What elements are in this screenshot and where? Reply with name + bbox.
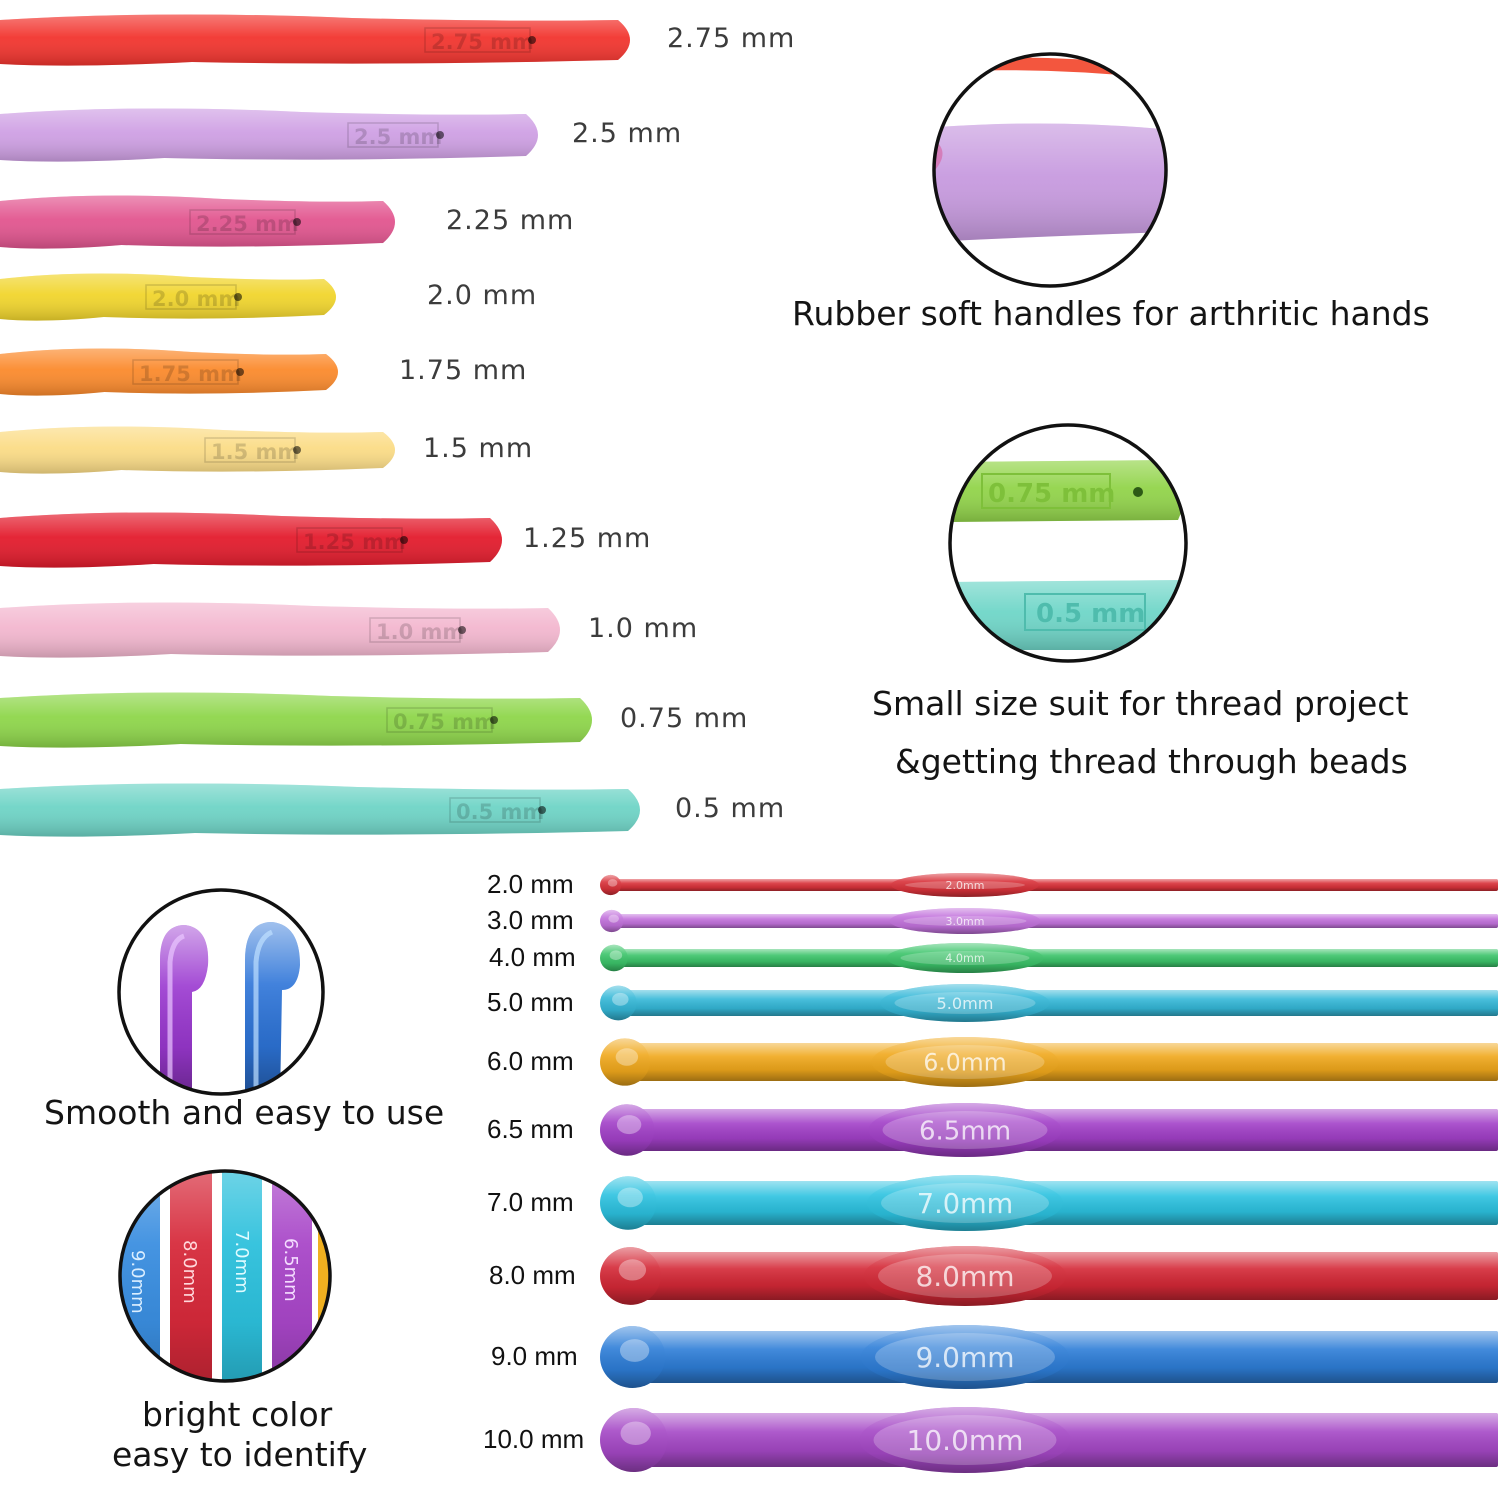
soft-handle-hook: 0.5 mm [0, 783, 640, 837]
handle-engraving: 2.25 mm [196, 212, 299, 236]
aluminum-hook-size-label: 8.0 mm [489, 1260, 576, 1290]
soft-handle-hook: 1.75 mm [0, 348, 338, 396]
hook-engraving: 6.5mm [919, 1116, 1011, 1146]
soft-handle-hook: 1.0 mm [0, 602, 560, 658]
soft-handle-size-label: 0.5 mm [675, 793, 786, 824]
inset-engraving-05: 0.5 mm [1036, 599, 1145, 629]
handle-engraving: 2.5 mm [354, 125, 442, 149]
soft-handle-size-label: 2.0 mm [427, 280, 538, 311]
inset-engraving-65: 6.5mm [280, 1238, 301, 1302]
aluminum-hook-size-label: 3.0 mm [487, 905, 574, 935]
aluminum-hook: 5.0mm [600, 984, 1498, 1022]
aluminum-hook: 4.0mm [600, 943, 1498, 973]
inset-engraving-9: 9.0mm [127, 1250, 148, 1314]
aluminum-hook: 10.0mm [600, 1407, 1498, 1473]
soft-handle-size-label: 2.25 mm [446, 205, 575, 236]
caption-bright-line2: easy to identify [112, 1435, 368, 1474]
soft-handle-size-label: 2.75 mm [667, 23, 796, 54]
aluminum-hook-size-label: 9.0 mm [491, 1341, 578, 1371]
aluminum-hook: 6.0mm [600, 1037, 1498, 1087]
soft-handle-hook: 2.25 mm [0, 195, 395, 249]
soft-handle-hook: 1.25 mm [0, 512, 502, 568]
inset-engraving-075: 0.75 mm [988, 479, 1115, 509]
caption-small-size-line1: Small size suit for thread project [872, 684, 1409, 723]
aluminum-hook: 6.5mm [600, 1103, 1498, 1157]
aluminum-hook: 8.0mm [600, 1246, 1498, 1306]
handle-engraving: 1.0 mm [376, 620, 464, 644]
aluminum-hook: 7.0mm [600, 1175, 1498, 1231]
aluminum-hooks: 2.0mm 3.0mm 4.0mm 5.0mm 6.0mm 6.5mm 7.0mm 8.0mm… [600, 873, 1498, 1473]
caption-small-size-line2: &getting thread through beads [895, 742, 1408, 781]
hook-engraving: 8.0mm [915, 1260, 1014, 1293]
hook-engraving: 7.0mm [917, 1189, 1013, 1220]
inset-engraving-7: 7.0mm [231, 1230, 252, 1294]
soft-handle-hook: 0.75 mm [0, 692, 592, 748]
soft-handle-size-label: 1.0 mm [588, 613, 699, 644]
zoom-inset-small-sizes: 0.75 mm 0.5 mm [948, 423, 1188, 663]
handle-engraving: 2.0 mm [152, 287, 240, 311]
aluminum-hook-size-label: 4.0 mm [489, 942, 576, 972]
caption-smooth: Smooth and easy to use [44, 1093, 445, 1132]
handle-engraving: 1.25 mm [303, 530, 406, 554]
soft-handle-hook: 2.5 mm [0, 108, 538, 162]
aluminum-hook: 9.0mm [600, 1325, 1498, 1389]
hook-engraving: 5.0mm [936, 994, 993, 1013]
soft-handle-size-label: 1.5 mm [423, 433, 534, 464]
aluminum-hook-size-label: 10.0 mm [483, 1424, 585, 1454]
aluminum-hook-size-label: 5.0 mm [487, 987, 574, 1017]
hook-engraving: 10.0mm [907, 1424, 1024, 1457]
zoom-inset-rubber-handle [932, 52, 1168, 288]
zoom-inset-bright-colors: 9.0mm 8.0mm 7.0mm 6.5mm [118, 1169, 332, 1383]
hook-engraving: 3.0mm [946, 915, 985, 928]
soft-handle-hook: 2.75 mm [0, 14, 630, 66]
caption-rubber-handles: Rubber soft handles for arthritic hands [792, 294, 1430, 333]
soft-handle-size-label: 0.75 mm [620, 703, 749, 734]
aluminum-hook: 3.0mm [600, 908, 1498, 934]
aluminum-hook-size-label: 7.0 mm [487, 1187, 574, 1217]
aluminum-hook-size-label: 6.5 mm [487, 1114, 574, 1144]
soft-handle-hooks: 2.75 mm 2.5 mm 2.25 mm 2.0 mm 1.75 mm 1.5 mm 1… [0, 14, 640, 837]
soft-handle-size-label: 2.5 mm [572, 118, 683, 149]
hook-engraving: 2.0mm [946, 879, 985, 892]
hook-engraving: 9.0mm [915, 1341, 1014, 1374]
soft-handle-size-label: 1.25 mm [523, 523, 652, 554]
handle-engraving: 1.75 mm [139, 362, 242, 386]
aluminum-hook: 2.0mm [600, 873, 1498, 897]
zoom-inset-hook-heads [117, 888, 325, 1096]
hook-engraving: 6.0mm [923, 1048, 1006, 1076]
soft-handle-hook: 2.0 mm [0, 273, 336, 321]
caption-bright-line1: bright color [142, 1395, 333, 1434]
soft-handle-size-label: 1.75 mm [399, 355, 528, 386]
handle-engraving: 2.75 mm [431, 30, 534, 54]
handle-engraving: 1.5 mm [211, 440, 299, 464]
soft-handle-hook: 1.5 mm [0, 426, 395, 474]
inset-engraving-8: 8.0mm [179, 1240, 200, 1304]
handle-engraving: 0.75 mm [393, 710, 496, 734]
handle-engraving: 0.5 mm [456, 800, 544, 824]
aluminum-hook-size-label: 6.0 mm [487, 1046, 574, 1076]
hook-engraving: 4.0mm [945, 952, 984, 965]
aluminum-hook-size-label: 2.0 mm [487, 869, 574, 899]
